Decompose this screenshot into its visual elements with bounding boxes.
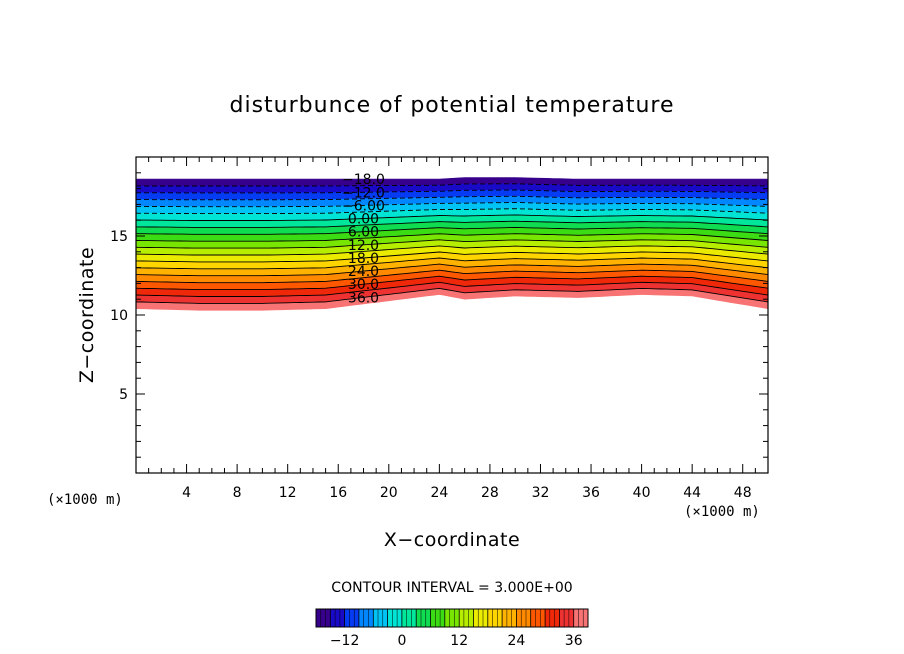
x-tick-label: 28: [481, 485, 499, 501]
contour-interval-note: CONTOUR INTERVAL = 3.000E+00: [331, 580, 572, 596]
x-axis-label: X−coordinate: [384, 529, 520, 551]
x-tick-label: 24: [430, 485, 448, 501]
contour-line: [136, 245, 768, 256]
colorbar-tick-label: −12: [330, 633, 360, 649]
contour-line: [136, 214, 768, 221]
x-tick-label: 40: [633, 485, 651, 501]
contour-line: [136, 183, 768, 187]
contour-label: −12.0: [342, 185, 385, 201]
colorbar-tick-label: 36: [565, 633, 583, 649]
contour-label: 24.0: [348, 264, 379, 280]
contour-line: [136, 251, 768, 263]
y-tick-label: 10: [110, 308, 128, 324]
contour-line: [136, 195, 768, 201]
y-tick-label: 5: [119, 387, 128, 403]
colorbar-swatch: [316, 609, 331, 627]
colorbar: [315, 608, 589, 628]
x-tick-label: 4: [182, 485, 191, 501]
colorbar-swatch: [559, 609, 574, 627]
contour-line: [136, 269, 768, 284]
colorbar-tick-label: 0: [397, 633, 406, 649]
colorbar-swatch: [416, 609, 431, 627]
contour-line: [136, 287, 768, 304]
x-tick-label: 36: [582, 485, 600, 501]
colorbar-swatch: [358, 609, 374, 627]
colorbar-ticks: −12 0 12 24 36: [330, 633, 583, 649]
y-tick-label: 15: [110, 229, 128, 245]
x-tick-label: 32: [532, 485, 550, 501]
colorbar-swatch: [502, 609, 517, 627]
contour-line: [136, 281, 768, 297]
colorbar-swatch: [344, 609, 359, 627]
x-tick-label: 20: [380, 485, 398, 501]
colorbar-swatch: [373, 609, 388, 627]
contour-line: [136, 257, 768, 270]
contour-line: [136, 239, 768, 249]
contour-label-layer: −18.0−12.0−6.000.006.0012.018.024.030.03…: [342, 172, 385, 306]
contour-label: 6.00: [348, 225, 379, 241]
contour-line: [136, 220, 768, 228]
y-axis-ticks: 5 10 15: [110, 172, 768, 458]
x-tick-label: 44: [683, 485, 701, 501]
contour-label: 36.0: [348, 290, 379, 306]
colorbar-swatch: [530, 609, 545, 627]
contour-line: [136, 233, 768, 242]
contour-line: [136, 275, 768, 291]
contour-label: −18.0: [342, 172, 385, 188]
colorbar-swatch: [487, 609, 503, 627]
contour-line: [136, 208, 768, 215]
contour-line: [136, 202, 768, 208]
x-tick-label: 12: [279, 485, 297, 501]
x-axis-unit-left: (×1000 m): [47, 492, 123, 508]
contour-label: 18.0: [348, 251, 379, 267]
contour-line: [136, 263, 768, 277]
contour-label: 12.0: [348, 238, 379, 254]
colorbar-swatch: [573, 609, 588, 627]
x-tick-label: 8: [233, 485, 242, 501]
contour-line: [136, 226, 768, 235]
colorbar-tick-label: 24: [507, 633, 525, 649]
contour-label: 0.00: [348, 212, 379, 228]
x-tick-label: 48: [734, 485, 752, 501]
y-axis-label: Z−coordinate: [76, 247, 98, 383]
contour-label: 30.0: [348, 277, 379, 293]
colorbar-swatch: [459, 609, 474, 627]
colorbar-frame: [315, 608, 589, 628]
colorbar-tick-label: 12: [450, 633, 468, 649]
chart-title: disturbunce of potential temperature: [230, 93, 675, 118]
x-axis-unit-right: (×1000 m): [684, 504, 760, 520]
colorbar-swatch: [545, 609, 560, 627]
colorbar-swatch: [516, 609, 531, 627]
x-tick-label: 16: [329, 485, 347, 501]
colorbar-swatch: [401, 609, 417, 627]
colorbar-swatch: [430, 609, 445, 627]
contour-line-layer: [136, 183, 768, 304]
x-axis-ticks: 4 8 12 16 20 24 28 32 36 40 44 48: [148, 157, 756, 501]
colorbar-swatch: [473, 609, 488, 627]
contour-line: [136, 189, 768, 194]
contour-label: −6.00: [342, 198, 385, 214]
colorbar-swatch: [387, 609, 402, 627]
colorbar-swatch: [444, 609, 460, 627]
colorbar-swatch: [330, 609, 345, 627]
